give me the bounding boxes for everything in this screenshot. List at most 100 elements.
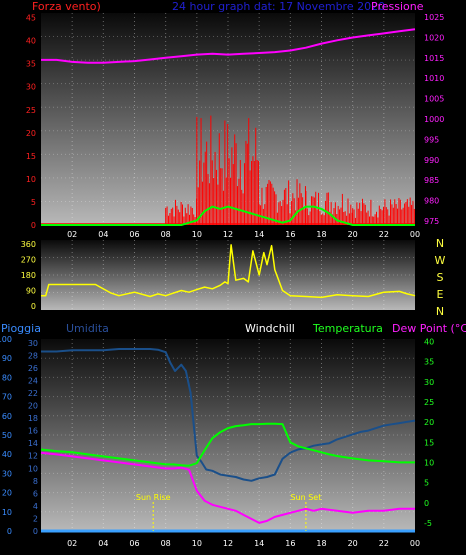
compass-label-e: E	[437, 288, 444, 301]
direction-tick-label: 360	[21, 240, 36, 249]
temperature-tick-label: 30	[424, 378, 434, 387]
rain-tick-label: 20	[2, 489, 12, 498]
sun-annotations: Sun Rise Sun Set	[136, 493, 321, 531]
humidity-tick-label: 28	[28, 351, 38, 360]
compass-label-n: N	[436, 237, 444, 250]
x-tick-label: 04	[98, 230, 108, 239]
pressure-tick-label: 995	[424, 135, 439, 144]
wind-tick-label: 0	[31, 221, 36, 230]
dewpoint-line	[40, 451, 415, 524]
pressure-tick-label: 980	[424, 197, 439, 206]
humidity-tick-label: 24	[28, 376, 38, 385]
wind-tick-label: 45	[26, 14, 36, 23]
rain-tick-label: 90	[2, 354, 12, 363]
direction-axes: 0 90 180 270 360	[21, 240, 36, 311]
direction-series	[41, 244, 416, 299]
pressure-tick-label: 1005	[424, 95, 444, 104]
temperature-tick-label: 25	[424, 398, 434, 407]
temperature-tick-label: 40	[424, 337, 434, 346]
rain-tick-label: 0	[7, 527, 12, 536]
humidity-tick-label: 6	[33, 489, 38, 498]
rain-tick-label: 80	[2, 373, 12, 382]
temperature-tick-label: 35	[424, 358, 434, 367]
pressure-axis-label: Pressione	[371, 0, 424, 13]
wind-tick-label: 5	[31, 198, 36, 207]
x-tick-label: 16	[285, 539, 295, 548]
humidity-tick-label: 20	[28, 402, 38, 411]
wind-tick-label: 40	[26, 37, 36, 46]
temperature-tick-label: 0	[424, 499, 429, 508]
x-tick-label: 12	[223, 230, 233, 239]
humidity-tick-label: 8	[33, 477, 38, 486]
x-tick-label: 10	[192, 539, 202, 548]
rain-tick-label: 100	[0, 335, 12, 344]
humidity-tick-label: 2	[33, 514, 38, 523]
dewpoint-legend: Dew Point (°C)	[392, 322, 466, 335]
temperature-axes: 0102030405060708090100024681012141618202…	[0, 335, 434, 536]
humidity-tick-label: 18	[28, 414, 38, 423]
x-tick-label: 14	[254, 230, 264, 239]
pressure-tick-label: 975	[424, 217, 439, 226]
pressure-tick-label: 1015	[424, 54, 444, 63]
x-tick-label: 02	[67, 230, 77, 239]
pressure-tick-label: 985	[424, 176, 439, 185]
humidity-tick-label: 16	[28, 427, 38, 436]
x-tick-label: 06	[129, 230, 139, 239]
sun-marker-label: Sun Set	[290, 493, 321, 502]
temperature-tick-label: -5	[424, 519, 432, 528]
rain-tick-label: 30	[2, 469, 12, 478]
x-tick-label: 08	[161, 539, 171, 548]
humidity-tick-label: 26	[28, 364, 38, 373]
temperature-tick-label: 20	[424, 418, 434, 427]
x-tick-label: 12	[223, 539, 233, 548]
rain-tick-label: 40	[2, 450, 12, 459]
rain-tick-label: 10	[2, 508, 12, 517]
direction-tick-label: 0	[31, 302, 36, 311]
x-tick-label: 04	[98, 539, 108, 548]
rain-tick-label: 70	[2, 393, 12, 402]
wind-tick-label: 25	[26, 106, 36, 115]
wind-tick-label: 10	[26, 175, 36, 184]
wind-tick-label: 30	[26, 83, 36, 92]
temperature-series	[40, 348, 416, 533]
sun-marker-label: Sun Rise	[136, 493, 171, 502]
x-tick-label: 14	[254, 539, 264, 548]
direction-line	[41, 244, 416, 299]
direction-tick-label: 180	[21, 271, 36, 280]
temperature-tick-label: 15	[424, 438, 434, 447]
humidity-tick-label: 14	[28, 439, 38, 448]
x-axis-ticks: 02 04 06 08 10 12 14 16 18 20 22 00 02 04 06 08 10 12 14 16…	[67, 230, 420, 548]
direction-tick-label: 270	[21, 256, 36, 265]
x-tick-label: 02	[67, 539, 77, 548]
x-tick-label: 18	[316, 230, 326, 239]
direction-tick-label: 90	[26, 287, 36, 296]
pressure-tick-label: 990	[424, 156, 439, 165]
humidity-legend: Umidita	[66, 322, 109, 335]
wind-tick-label: 15	[26, 152, 36, 161]
humidity-tick-label: 22	[28, 389, 38, 398]
x-tick-label: 06	[129, 539, 139, 548]
x-tick-label: 10	[192, 230, 202, 239]
wind-pressure-series	[41, 28, 416, 226]
humidity-line	[41, 348, 416, 482]
temperature-legend: Temperatura	[312, 322, 383, 335]
wind-axis-label: Forza vento)	[32, 0, 101, 13]
x-tick-label: 00	[410, 230, 420, 239]
pressure-tick-label: 1025	[424, 13, 444, 22]
windchill-legend: Windchill	[245, 322, 295, 335]
compass-label-w: W	[435, 254, 446, 267]
humidity-tick-label: 0	[33, 527, 38, 536]
humidity-tick-label: 4	[33, 502, 38, 511]
humidity-tick-label: 10	[28, 464, 38, 473]
x-tick-label: 22	[379, 230, 389, 239]
temperature-tick-label: 10	[424, 458, 434, 467]
wind-tick-label: 35	[26, 60, 36, 69]
rain-tick-label: 60	[2, 412, 12, 421]
wind-tick-label: 20	[26, 129, 36, 138]
wind-pressure-axes: 0510152025303540459759809859909951000100…	[26, 13, 445, 230]
pressure-tick-label: 1020	[424, 33, 444, 42]
x-tick-label: 20	[348, 230, 358, 239]
compass-label-s: S	[437, 271, 444, 284]
